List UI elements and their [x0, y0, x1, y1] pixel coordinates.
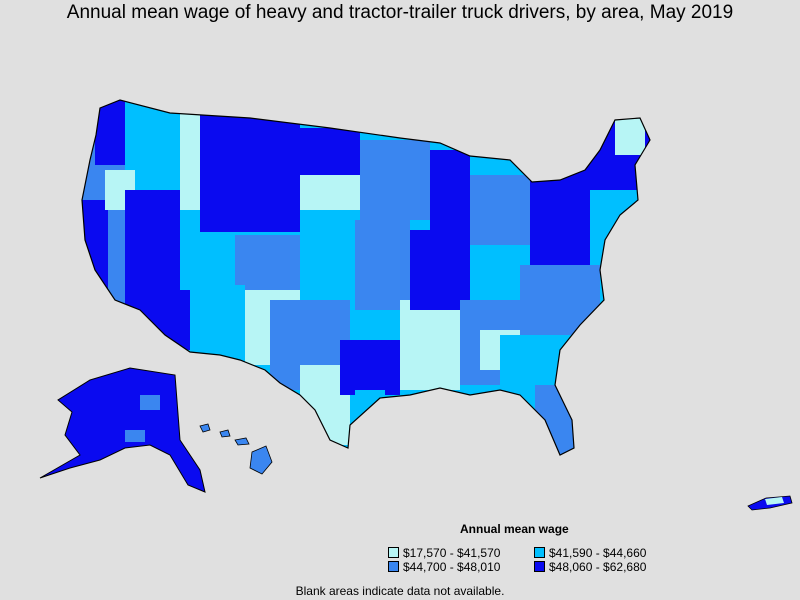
- legend-swatch: [388, 561, 399, 572]
- legend-item-highest: $48,060 - $62,680: [534, 560, 646, 574]
- legend-label: $17,570 - $41,570: [403, 546, 501, 560]
- legend-item-lowest: $17,570 - $41,570: [388, 546, 500, 560]
- legend-swatch: [534, 547, 545, 558]
- legend-item-second: $41,590 - $44,660: [534, 546, 646, 560]
- legend-label: $44,700 - $48,010: [403, 560, 501, 574]
- hawaii-map: [199, 423, 273, 475]
- legend-swatch: [388, 547, 399, 558]
- legend-title: Annual mean wage: [460, 522, 569, 536]
- legend-swatch: [534, 561, 545, 572]
- legend-label: $48,060 - $62,680: [549, 560, 647, 574]
- map-title: Annual mean wage of heavy and tractor-tr…: [66, 2, 734, 23]
- alaska-map: [39, 367, 206, 493]
- puerto-rico-map: [747, 495, 793, 511]
- contiguous-us-map: [81, 99, 651, 456]
- legend-item-third: $44,700 - $48,010: [388, 560, 500, 574]
- legend-label: $41,590 - $44,660: [549, 546, 647, 560]
- footnote: Blank areas indicate data not available.: [295, 584, 505, 598]
